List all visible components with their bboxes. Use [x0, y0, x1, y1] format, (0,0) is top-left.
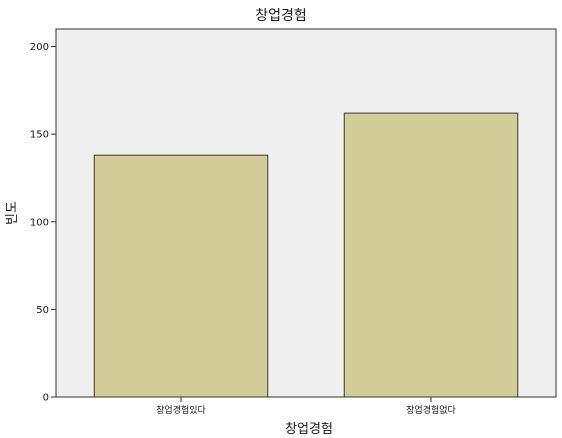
- bar: [93, 154, 269, 398]
- x-tick-label: 창업경험있다: [156, 404, 206, 416]
- x-axis-label: 창업경험: [285, 422, 333, 437]
- y-tick-label: 200: [30, 42, 49, 53]
- bars: [93, 112, 519, 398]
- chart-title: 창업경험: [255, 8, 307, 24]
- bar: [343, 112, 519, 398]
- y-tick-label: 50: [36, 305, 49, 316]
- x-axis: 창업경험있다 창업경험없다: [156, 397, 457, 416]
- y-axis: 0 50 100 150 200: [30, 42, 56, 404]
- y-axis-label: 빈도: [5, 201, 20, 225]
- y-tick-label: 150: [30, 130, 49, 141]
- y-tick-label: 100: [30, 217, 49, 228]
- y-tick-label: 0: [43, 393, 49, 404]
- x-tick-label: 창업경험없다: [406, 404, 456, 416]
